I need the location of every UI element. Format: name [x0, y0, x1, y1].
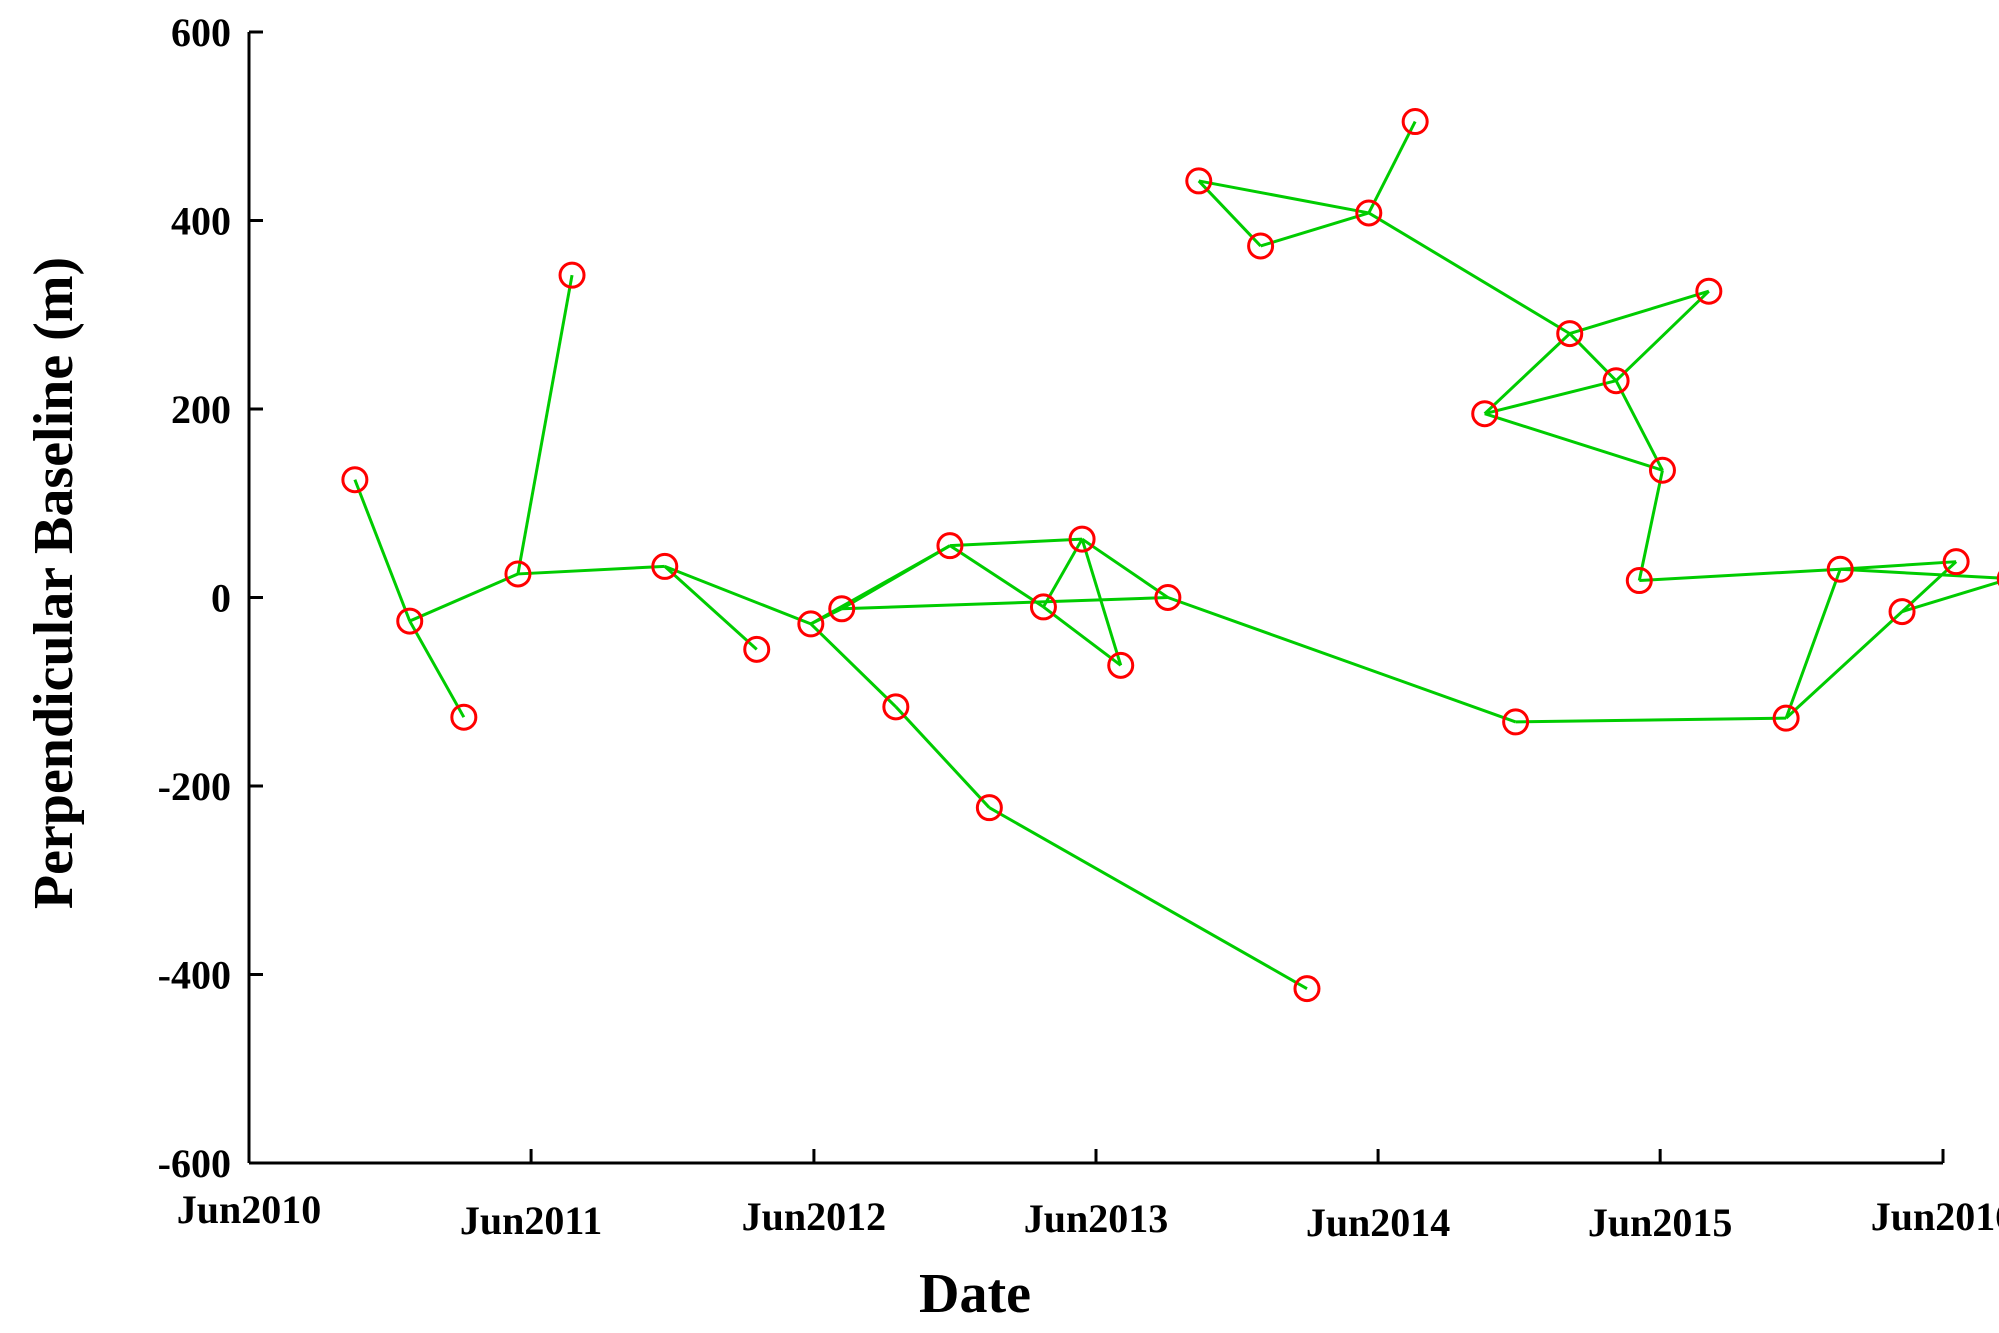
acquisition-point [975, 794, 1003, 822]
acquisition-point [1602, 367, 1630, 395]
baseline-connection-line [1901, 580, 1999, 614]
baseline-connection-line [1515, 716, 1787, 724]
baseline-connection-line [1569, 289, 1710, 336]
y-tick-label: -400 [158, 953, 231, 998]
baseline-connection-line [1198, 179, 1370, 215]
baseline-connection-line [1785, 610, 1904, 720]
baseline-connection-line [663, 565, 758, 651]
acquisition-point [1247, 232, 1275, 260]
baseline-connection-line [517, 564, 665, 576]
x-tick-label: Jun2015 [1588, 1200, 1733, 1245]
acquisition-point [558, 261, 586, 289]
x-tick-label: Jun2014 [1306, 1200, 1451, 1245]
acquisition-point [1772, 704, 1800, 732]
baseline-connection-line [1840, 560, 1957, 571]
baseline-connection-line [408, 620, 466, 718]
acquisition-point [504, 560, 532, 588]
acquisition-point [1401, 108, 1429, 136]
acquisition-point [1625, 567, 1653, 595]
baseline-connection-line [353, 479, 412, 622]
baseline-connection-line [1483, 332, 1571, 415]
x-axis-title: Date [919, 1263, 1031, 1325]
acquisition-points [341, 108, 1999, 1003]
acquisition-point [797, 610, 825, 638]
baseline-connection-line [516, 274, 574, 575]
acquisition-point [1556, 320, 1584, 348]
acquisition-point [1826, 555, 1854, 583]
baseline-connection-line [1614, 380, 1664, 471]
baseline-connection-line [1367, 120, 1417, 214]
baseline-connection-line [1637, 469, 1664, 581]
baseline-connection-line [1840, 567, 1999, 580]
acquisition-point [341, 466, 369, 494]
y-tick-label: -600 [158, 1141, 231, 1186]
acquisition-point [1355, 199, 1383, 227]
baseline-connection-line [1484, 412, 1663, 472]
acquisition-point [1996, 571, 1999, 587]
x-tick-label: Jun2010 [177, 1187, 322, 1232]
baseline-connection-line [809, 622, 897, 708]
x-tick-label: Jun2013 [1024, 1196, 1169, 1241]
y-tick-label: -200 [158, 764, 231, 809]
baseline-connections [353, 120, 1999, 990]
baseline-connection-line [894, 705, 991, 809]
baseline-connection-line [1484, 379, 1617, 416]
baseline-connection-line [664, 565, 812, 626]
baseline-connection-line [1784, 568, 1842, 719]
acquisition-point [1502, 708, 1530, 736]
acquisition-point [1107, 651, 1135, 679]
acquisition-point [1648, 456, 1676, 484]
acquisition-point [651, 552, 679, 580]
acquisition-point [1888, 598, 1916, 626]
baseline-connection-line [949, 544, 1045, 609]
acquisition-point [743, 635, 771, 663]
baseline-connection-line [810, 544, 951, 626]
baseline-connection-line [1080, 538, 1123, 666]
acquisition-point [828, 595, 856, 623]
baseline-connection-line [1615, 290, 1710, 382]
acquisition-point [1942, 548, 1970, 576]
x-tick-label: Jun2012 [742, 1194, 887, 1239]
acquisition-point [1154, 584, 1182, 611]
acquisition-point [1068, 525, 1096, 553]
baseline-connection-line [1260, 211, 1370, 248]
acquisition-point [1695, 277, 1723, 305]
acquisition-point [1185, 167, 1213, 195]
baseline-connection-line [1639, 567, 1841, 583]
baseline-connection-line [841, 596, 1168, 611]
acquisition-point [882, 693, 910, 721]
x-tick-label: Jun2016 [1871, 1194, 1999, 1239]
baseline-connection-line [988, 806, 1308, 990]
baseline-connection-line [1167, 596, 1517, 724]
baseline-connection-line [949, 537, 1083, 548]
acquisition-point [450, 703, 478, 731]
y-tick-label: 600 [171, 10, 231, 55]
y-tick-label: 0 [211, 576, 231, 621]
acquisition-point [1029, 593, 1057, 621]
y-axis-title: Perpendicular Baseline (m) [23, 257, 85, 909]
baseline-connection-line [1042, 605, 1122, 667]
acquisition-point [396, 607, 424, 635]
x-tick-label: Jun2011 [460, 1198, 602, 1243]
acquisition-point [936, 532, 964, 560]
x-axis-ticks: Jun2010 Jun2011 Jun2012 Jun2013 Jun2014 Jun20… [177, 1149, 1999, 1245]
baseline-connection-line [1081, 537, 1169, 599]
baseline-connection-line [1368, 211, 1571, 335]
y-tick-label: 200 [171, 387, 231, 432]
acquisition-point [1471, 400, 1499, 428]
y-axis-ticks: -600 -400 -200 0 200 400 600 [158, 10, 263, 1186]
acquisition-point [1293, 975, 1321, 1003]
baseline-connection-line [1568, 332, 1618, 382]
y-tick-label: 400 [171, 199, 231, 244]
baseline-connection-line [1197, 179, 1262, 247]
baseline-connection-line [409, 572, 519, 623]
